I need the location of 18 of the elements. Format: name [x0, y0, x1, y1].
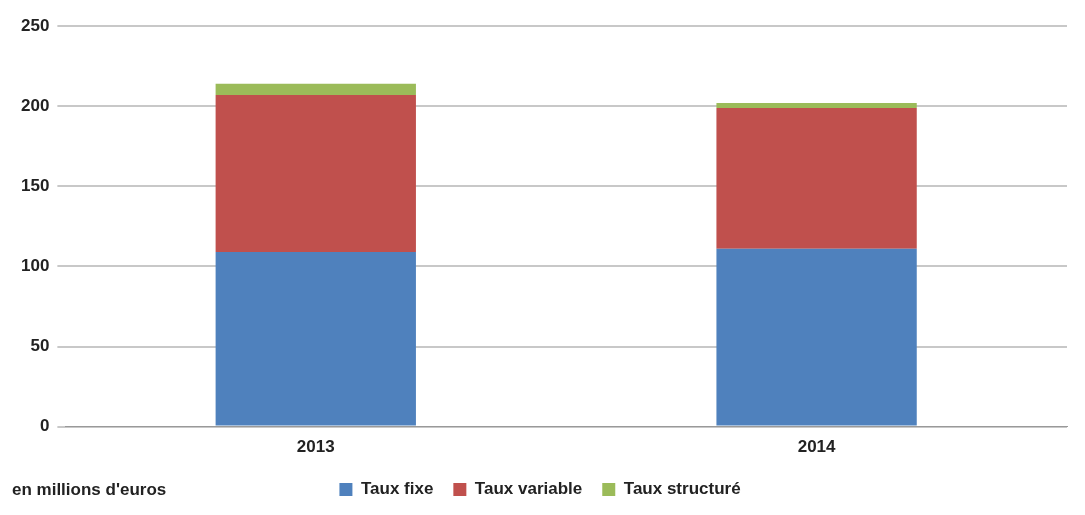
- x-tick-label: 2013: [296, 437, 335, 457]
- bar: [215, 95, 416, 253]
- legend-label: Taux structuré: [623, 479, 741, 499]
- bar: [215, 83, 416, 96]
- legend-label: Taux fixe: [360, 479, 434, 499]
- bar: [716, 103, 917, 108]
- bar: [716, 107, 917, 249]
- bar: [215, 252, 416, 426]
- text: en millions d'euros: [12, 480, 167, 500]
- y-tick-label: 0: [39, 416, 50, 436]
- legend-label: Taux variable: [474, 479, 583, 499]
- y-tick-label: 50: [30, 336, 50, 356]
- y-tick-label: 150: [20, 176, 50, 196]
- y-tick-label: 200: [20, 95, 50, 115]
- y-tick-label: 100: [20, 256, 50, 276]
- bar: [716, 248, 917, 426]
- x-tick-label: 2014: [797, 437, 837, 457]
- y-tick-label: 250: [20, 15, 50, 35]
